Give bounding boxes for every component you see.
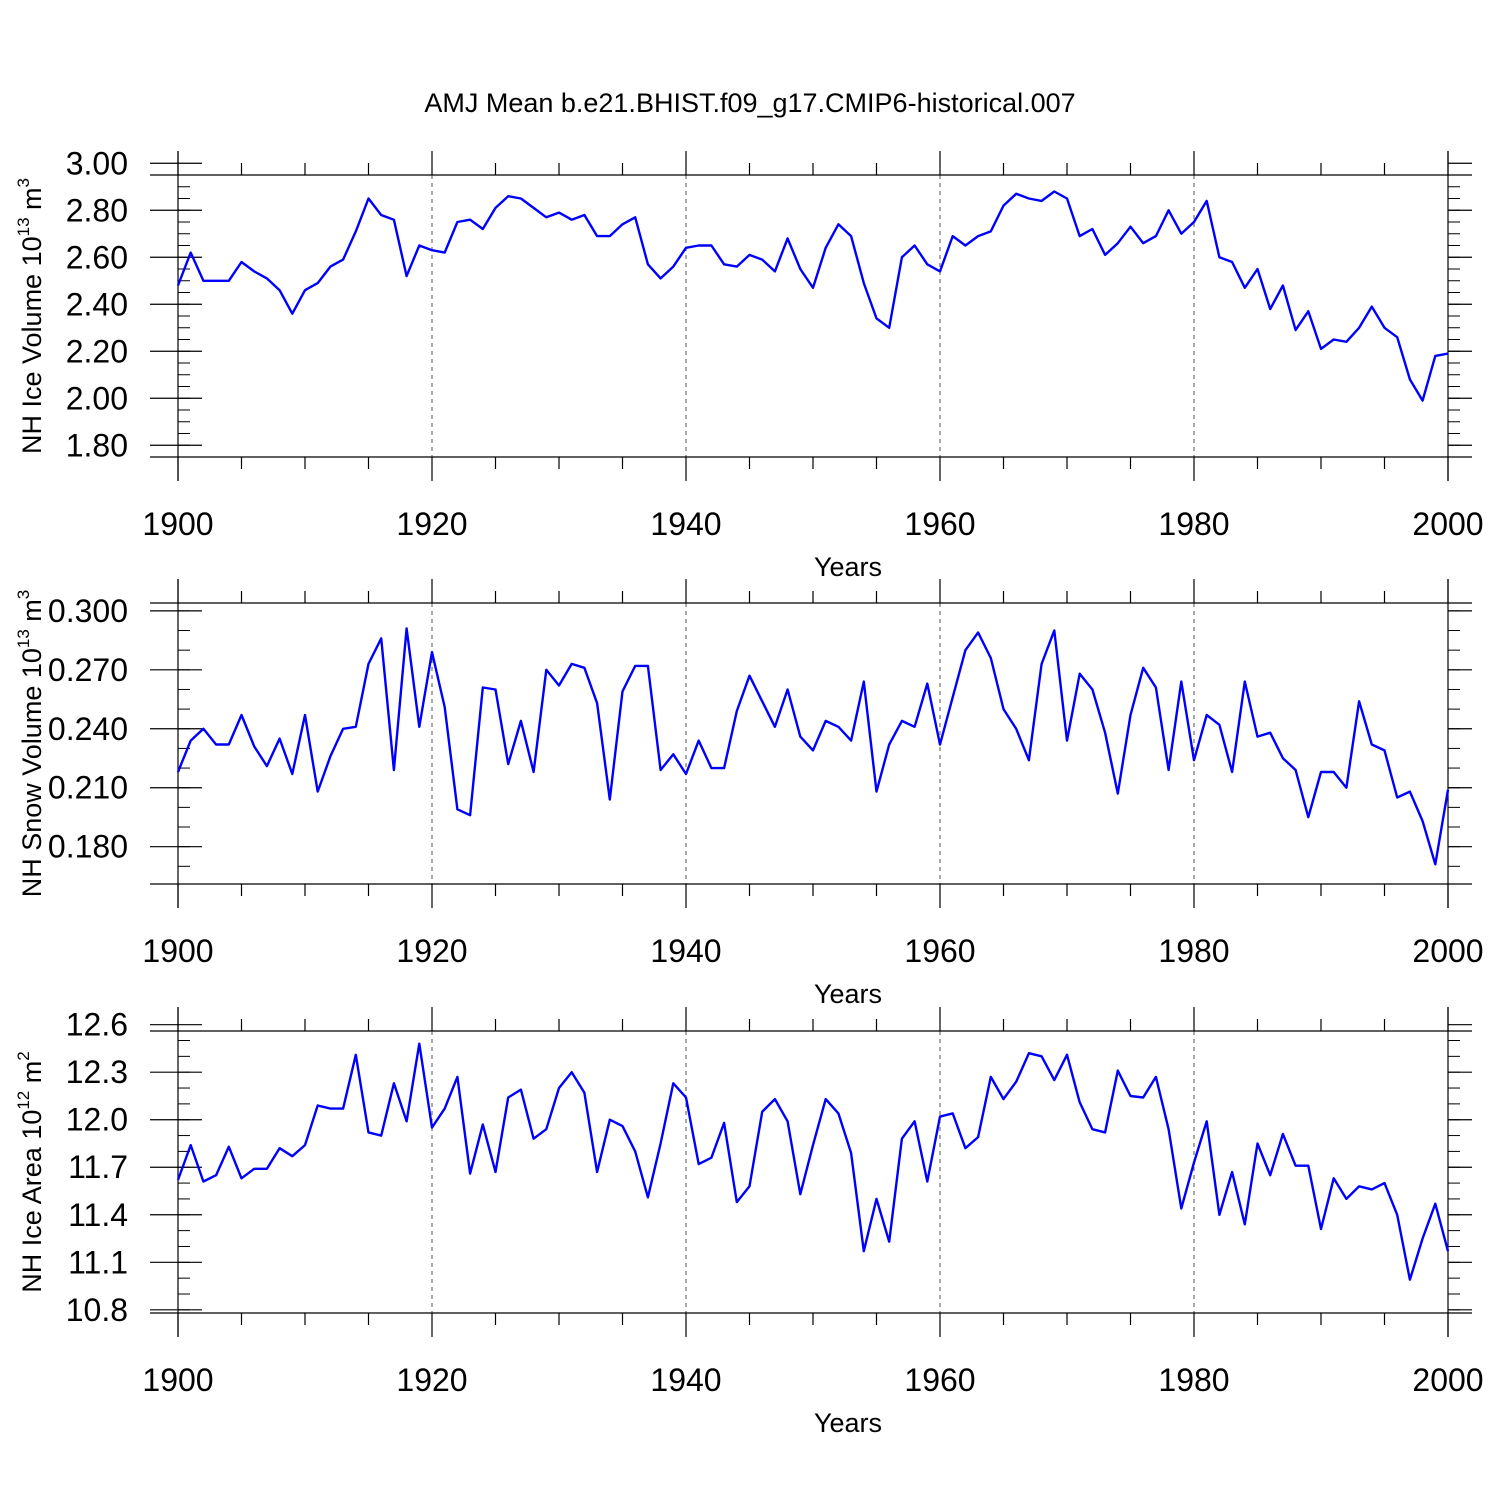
series-line-nh-ice-area <box>176 1042 1450 1281</box>
x-tick-label: 2000 <box>1412 506 1483 542</box>
y-axis-title-unit: m <box>17 599 47 629</box>
y-tick-label: 2.20 <box>66 333 128 369</box>
x-tick-label: 1900 <box>142 506 213 542</box>
y-tick-label: 12.3 <box>66 1054 128 1090</box>
y-tick-label: 2.80 <box>66 192 128 228</box>
y-axis-title-unit: m <box>17 187 47 217</box>
series-line-nh-snow-volume <box>176 627 1450 866</box>
series-line-nh-ice-volume <box>176 190 1449 402</box>
x-tick-label: 1960 <box>904 1362 975 1398</box>
y-tick-label: 10.8 <box>66 1292 128 1328</box>
x-tick-label: 1980 <box>1158 1362 1229 1398</box>
chart-panel-nh-ice-area: 1900 1920 1940 1960 1980 2000 Years 10.8 11.1 11.… <box>14 1007 1484 1438</box>
y-tick-label: 2.00 <box>66 380 128 416</box>
y-axis-title-unit-exponent: 2 <box>14 1051 33 1060</box>
y-tick-label: 11.1 <box>68 1244 128 1280</box>
x-tick-label: 1980 <box>1158 933 1229 969</box>
y-axis-title-exponent: 12 <box>14 1091 33 1110</box>
y-axis-title-exponent: 13 <box>14 217 33 236</box>
y-tick-label: 11.4 <box>68 1197 128 1233</box>
x-tick-label: 1920 <box>396 506 467 542</box>
figure-title: AMJ Mean b.e21.BHIST.f09_g17.CMIP6-histo… <box>424 88 1075 118</box>
chart-panel-nh-snow-volume: 1900 1920 1940 1960 1980 2000 Years 0.180 0.210 0… <box>14 579 1484 1009</box>
x-tick-label: 1920 <box>396 1362 467 1398</box>
x-axis-title: Years <box>814 552 882 582</box>
y-tick-label: 1.80 <box>66 427 128 463</box>
y-axis-title-unit-exponent: 3 <box>14 178 33 187</box>
x-tick-label: 1940 <box>650 933 721 969</box>
y-tick-label: 3.00 <box>66 145 128 181</box>
y-axis-title-main: NH Snow Volume 10 <box>17 648 47 897</box>
panels: 1900 1920 1940 1960 1980 2000 Years 1.80 2.00 2.2… <box>14 145 1484 1438</box>
x-tick-label: 1900 <box>142 1362 213 1398</box>
x-axis-title: Years <box>814 979 882 1009</box>
y-axis-title-main: NH Ice Area 10 <box>17 1110 47 1293</box>
y-axis-title-exponent: 13 <box>14 629 33 648</box>
x-tick-label: 1920 <box>396 933 467 969</box>
chart-panel-nh-ice-volume: 1900 1920 1940 1960 1980 2000 Years 1.80 2.00 2.2… <box>14 145 1484 582</box>
y-tick-label: 0.300 <box>48 593 128 629</box>
y-axis-title: NH Ice Volume 1013 m3 <box>14 178 47 454</box>
y-tick-label: 2.40 <box>66 286 128 322</box>
x-tick-label: 1980 <box>1158 506 1229 542</box>
y-tick-label: 0.210 <box>48 770 128 806</box>
y-tick-label: 0.270 <box>48 652 128 688</box>
x-axis-title: Years <box>814 1408 882 1438</box>
x-tick-label: 2000 <box>1412 933 1483 969</box>
y-axis-title: NH Snow Volume 1013 m3 <box>14 590 47 898</box>
x-tick-label: 1960 <box>904 933 975 969</box>
x-tick-label: 1960 <box>904 506 975 542</box>
y-tick-label: 12.6 <box>66 1007 128 1043</box>
y-axis-title-unit-exponent: 3 <box>14 590 33 599</box>
y-tick-label: 0.180 <box>48 829 128 865</box>
y-axis-title-main: NH Ice Volume 10 <box>17 236 47 454</box>
x-tick-label: 1940 <box>650 1362 721 1398</box>
y-tick-label: 2.60 <box>66 239 128 275</box>
x-tick-label: 1900 <box>142 933 213 969</box>
x-tick-label: 2000 <box>1412 1362 1483 1398</box>
y-tick-label: 12.0 <box>66 1102 128 1138</box>
y-tick-label: 0.240 <box>48 711 128 747</box>
y-axis-title: NH Ice Area 1012 m2 <box>14 1051 47 1292</box>
y-tick-label: 11.7 <box>68 1149 128 1185</box>
x-tick-label: 1940 <box>650 506 721 542</box>
y-axis-title-unit: m <box>17 1061 47 1091</box>
